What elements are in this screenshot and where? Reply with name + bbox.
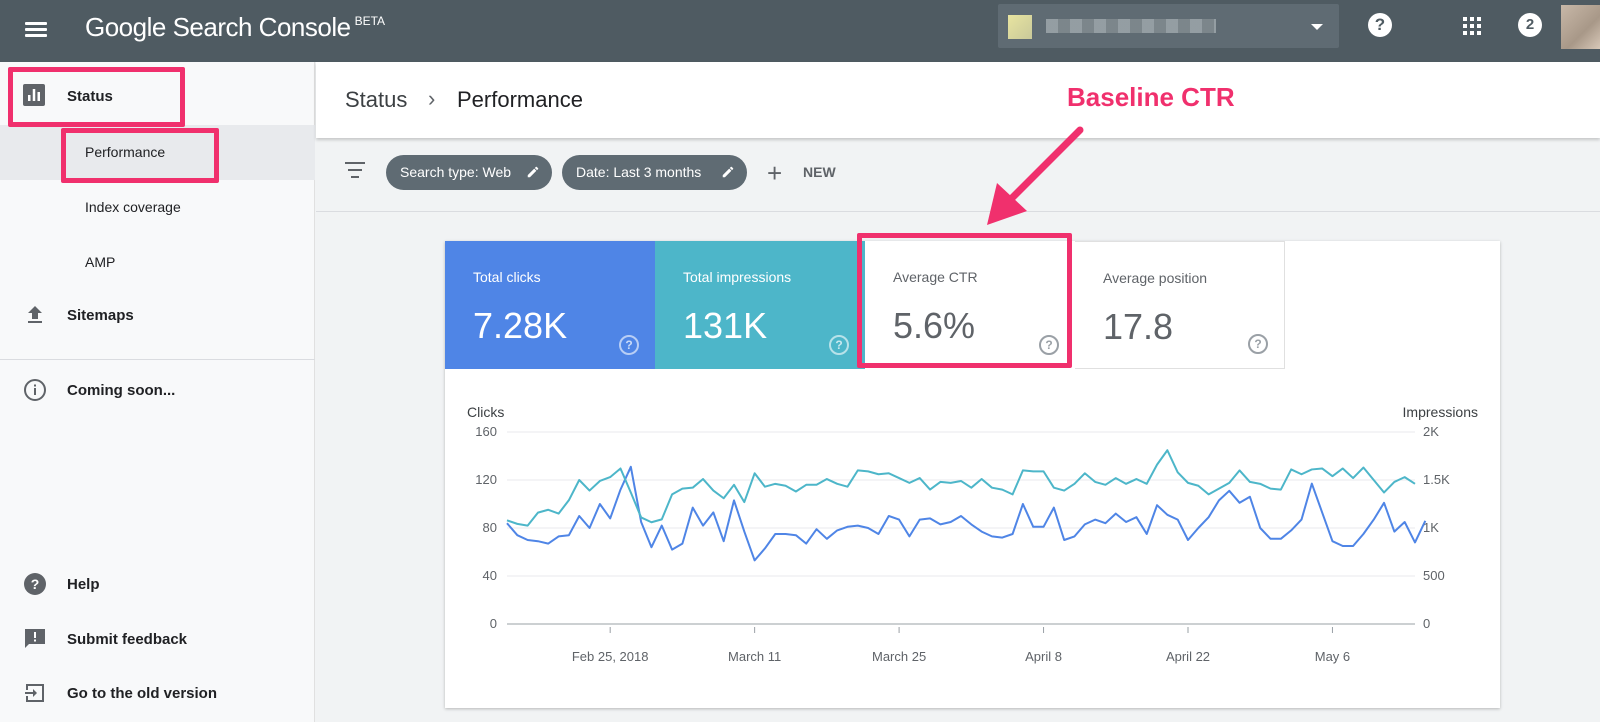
- avatar[interactable]: [1561, 5, 1600, 49]
- sidebar-item-sitemaps[interactable]: Sitemaps: [0, 289, 315, 341]
- chart-svg: 0 0 40 500 80 1K 120 1.5K 160 2K Feb 25, 2018 March…: [475, 424, 1450, 664]
- annotation-arrow: [987, 126, 1084, 225]
- y-right-tick-label: 500: [1423, 568, 1445, 583]
- sidebar: Status Performance Index coverage AMP Si…: [0, 62, 315, 722]
- x-tick-label: March 25: [872, 649, 926, 664]
- x-tick-label: March 11: [728, 649, 781, 664]
- top-app-bar: Google Search Console BETA ? 2: [0, 0, 1600, 62]
- metric-total-clicks[interactable]: Total clicks 7.28K ?: [445, 241, 655, 369]
- metric-average-position[interactable]: Average position 17.8 ?: [1075, 241, 1285, 369]
- performance-chart: Clicks Impressions 0 0 40 500 80 1K 120 1.5K 160…: [445, 369, 1500, 708]
- help-icon[interactable]: ?: [1039, 335, 1059, 355]
- notifications-badge[interactable]: 2: [1518, 13, 1542, 37]
- metric-value: 131K: [683, 305, 768, 346]
- filter-bar: Search type: Web Date: Last 3 months + N…: [316, 138, 1600, 212]
- metric-label: Average CTR: [893, 269, 978, 285]
- metric-average-ctr[interactable]: Average CTR 5.6% ?: [865, 241, 1075, 369]
- svg-text:?: ?: [31, 576, 40, 592]
- chip-label: Search type: Web: [400, 164, 512, 180]
- filter-icon[interactable]: [344, 162, 366, 180]
- sidebar-item-label: Coming soon...: [67, 382, 176, 399]
- annotation-label: Baseline CTR: [1067, 82, 1235, 112]
- x-tick-label: April 8: [1025, 649, 1062, 664]
- x-tick-label: Feb 25, 2018: [572, 649, 649, 664]
- y-axis-left-title: Clicks: [467, 404, 505, 420]
- sidebar-item-coming-soon[interactable]: Coming soon...: [0, 364, 315, 416]
- x-tick-label: May 6: [1315, 649, 1350, 664]
- page-title: Performance: [457, 87, 583, 112]
- sidebar-item-label: Help: [67, 576, 100, 593]
- sidebar-divider: [0, 359, 315, 360]
- x-tick-label: April 22: [1166, 649, 1210, 664]
- y-left-tick-label: 80: [483, 520, 497, 535]
- y-axis-right-title: Impressions: [1402, 404, 1478, 420]
- app-title[interactable]: Google Search Console BETA: [85, 12, 385, 43]
- sidebar-item-performance[interactable]: Performance: [0, 125, 315, 180]
- sidebar-item-label: Status: [67, 88, 113, 105]
- help-icon[interactable]: ?: [619, 335, 639, 355]
- chip-label: Date: Last 3 months: [576, 164, 702, 180]
- sidebar-item-old-version[interactable]: Go to the old version: [0, 667, 315, 719]
- sidebar-item-label: Go to the old version: [67, 685, 218, 702]
- new-filter-label: NEW: [803, 164, 836, 180]
- series-line-impressions: [506, 449, 1416, 527]
- metric-label: Total impressions: [683, 269, 792, 285]
- app-title-text: Google Search Console: [85, 12, 351, 42]
- exit-to-app-icon: [23, 681, 47, 705]
- help-icon[interactable]: ?: [1368, 13, 1392, 37]
- page-header: Status › Performance: [316, 62, 1600, 138]
- property-favicon: [1008, 15, 1032, 39]
- info-icon: [23, 378, 47, 402]
- breadcrumb-status[interactable]: Status: [345, 87, 408, 112]
- performance-card: Total clicks 7.28K ? Total impressions 1…: [445, 233, 1500, 708]
- sidebar-item-label: Submit feedback: [67, 631, 188, 648]
- property-name-blurred: [1046, 19, 1216, 33]
- sidebar-item-label: Sitemaps: [67, 307, 134, 324]
- y-right-tick-label: 1.5K: [1423, 472, 1450, 487]
- bar-chart-icon: [23, 84, 47, 108]
- metric-value: 7.28K: [473, 305, 568, 346]
- help-icon: ?: [23, 572, 47, 596]
- sidebar-item-index-coverage[interactable]: Index coverage: [0, 180, 315, 235]
- sidebar-item-label: Index coverage: [85, 199, 181, 215]
- sidebar-item-help[interactable]: ? Help: [0, 558, 315, 610]
- search-type-filter-chip[interactable]: Search type: Web: [386, 155, 552, 190]
- apps-grid-icon[interactable]: [1463, 17, 1481, 35]
- metric-value: 17.8: [1103, 306, 1174, 347]
- y-right-tick-label: 1K: [1423, 520, 1439, 535]
- feedback-icon: [23, 627, 47, 651]
- breadcrumb-separator: ›: [428, 86, 436, 111]
- sidebar-item-label: Performance: [85, 144, 166, 160]
- help-icon[interactable]: ?: [829, 335, 849, 355]
- date-filter-chip[interactable]: Date: Last 3 months: [562, 155, 747, 190]
- property-selector[interactable]: [998, 4, 1339, 48]
- metric-label: Average position: [1103, 270, 1208, 286]
- upload-icon: [23, 303, 47, 327]
- metric-total-impressions[interactable]: Total impressions 131K ?: [655, 241, 865, 369]
- y-left-tick-label: 120: [475, 472, 497, 487]
- sidebar-item-amp[interactable]: AMP: [0, 235, 315, 290]
- sidebar-item-status[interactable]: Status: [0, 70, 315, 122]
- y-left-tick-label: 160: [475, 424, 497, 439]
- series-line-clicks: [506, 465, 1427, 562]
- y-right-tick-label: 0: [1423, 616, 1430, 631]
- sidebar-item-submit-feedback[interactable]: Submit feedback: [0, 613, 315, 665]
- metric-value: 5.6%: [893, 305, 976, 346]
- y-left-tick-label: 40: [483, 568, 497, 583]
- edit-icon: [527, 166, 539, 178]
- sidebar-item-label: AMP: [85, 254, 116, 270]
- plus-icon: +: [767, 158, 783, 188]
- menu-icon[interactable]: [22, 16, 50, 44]
- edit-icon: [722, 166, 734, 178]
- help-icon[interactable]: ?: [1248, 334, 1268, 354]
- y-left-tick-label: 0: [490, 616, 497, 631]
- beta-tag: BETA: [354, 14, 386, 28]
- metric-label: Total clicks: [473, 269, 541, 285]
- y-right-tick-label: 2K: [1423, 424, 1439, 439]
- chevron-down-icon: [1311, 24, 1323, 30]
